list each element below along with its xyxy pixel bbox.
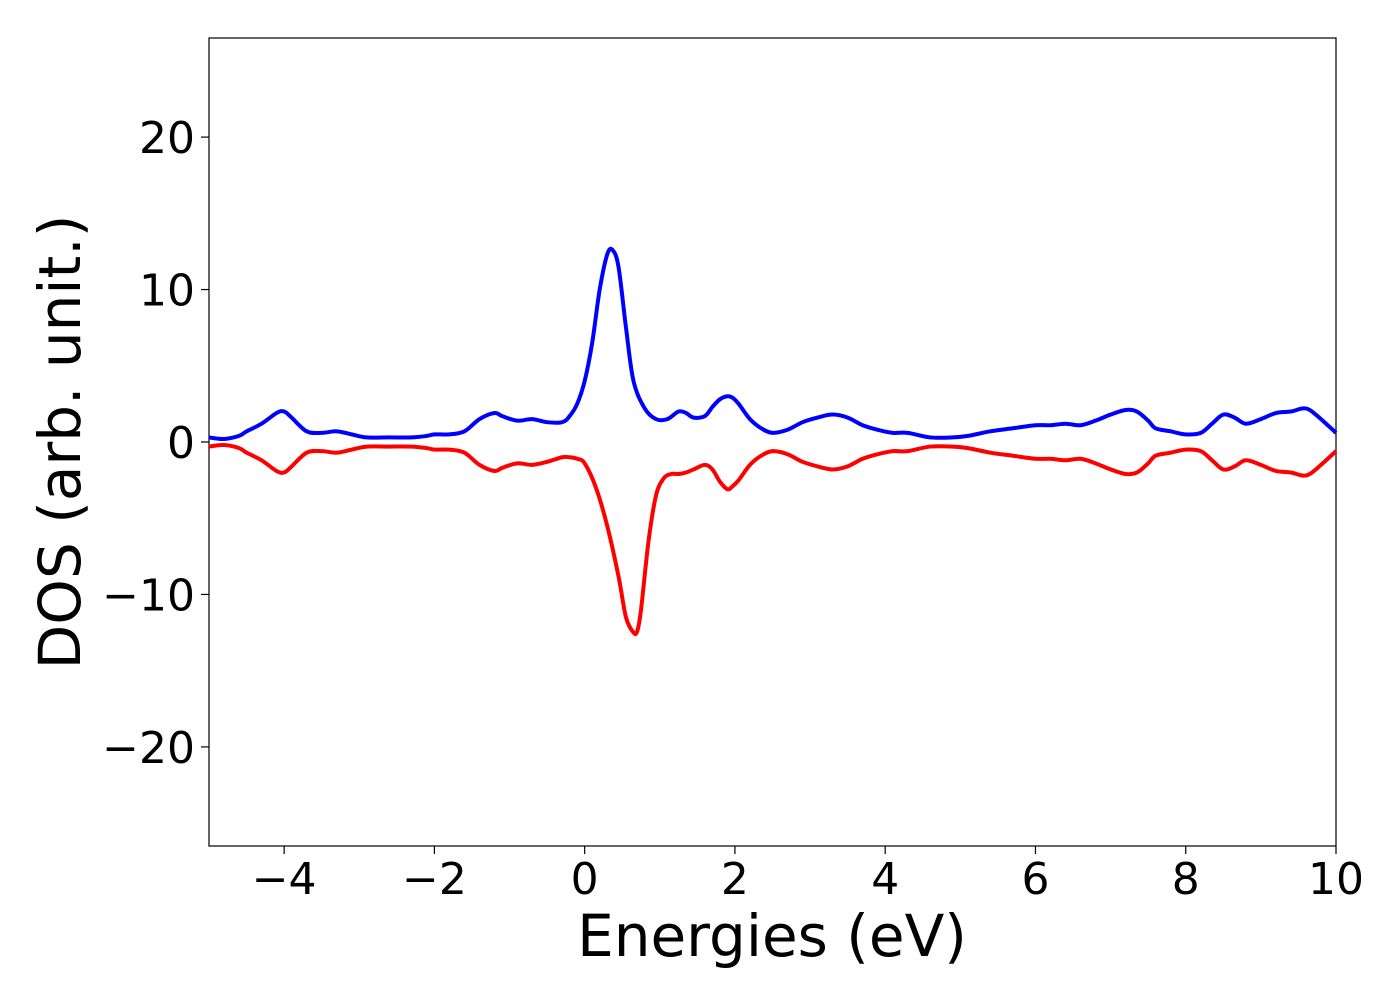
x-tick-label: 2 [721, 854, 749, 905]
y-axis-label: DOS (arb. unit.) [26, 215, 94, 670]
x-tick-label: 0 [571, 854, 599, 905]
plot-frame [208, 37, 1337, 847]
x-tick-label: −2 [402, 854, 467, 905]
x-axis-ticks: −4 −2 0 2 4 6 8 10 [252, 846, 1364, 905]
y-axis-ticks: −20 −10 0 10 20 [102, 113, 209, 774]
y-tick-label: 20 [139, 113, 195, 164]
plot-area [208, 37, 1338, 847]
y-tick-label: −20 [102, 723, 195, 774]
y-tick-label: 0 [167, 418, 195, 469]
series-line-2 [208, 443, 1338, 637]
x-axis-label: Energies (eV) [577, 902, 967, 970]
series-line-1 [208, 246, 1338, 441]
y-tick-label: 10 [139, 266, 195, 317]
series-layer [208, 246, 1338, 637]
x-tick-label: 4 [871, 854, 899, 905]
x-tick-label: −4 [252, 854, 317, 905]
y-tick-label: −10 [102, 570, 195, 621]
x-tick-label: 10 [1308, 854, 1364, 905]
x-tick-label: 8 [1172, 854, 1200, 905]
x-tick-label: 6 [1021, 854, 1049, 905]
